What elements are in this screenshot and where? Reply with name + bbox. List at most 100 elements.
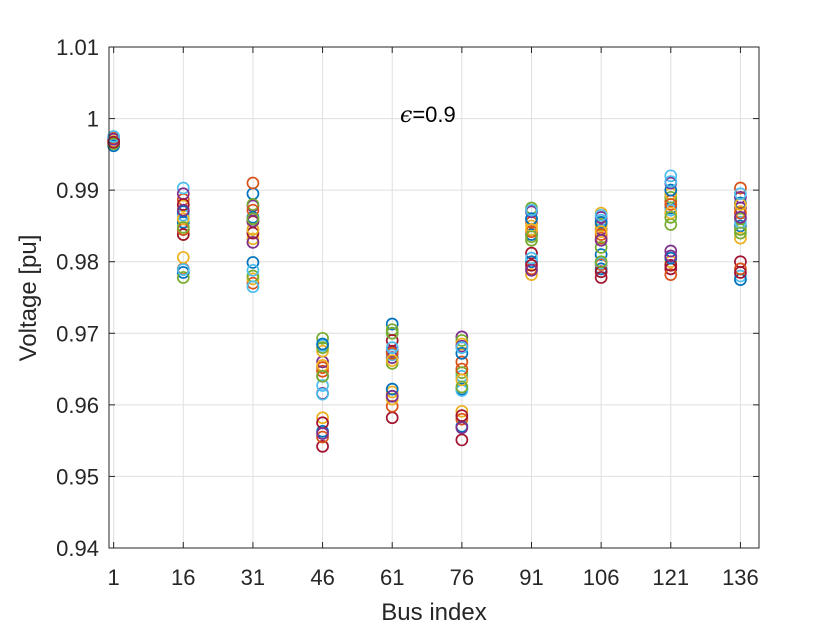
data-point <box>664 183 678 197</box>
x-tick-label: 1 <box>108 565 120 590</box>
data-point <box>176 181 190 195</box>
data-point <box>734 269 747 283</box>
y-tick-label: 0.96 <box>56 393 99 418</box>
data-point <box>734 190 747 204</box>
data-point <box>594 265 608 279</box>
data-point <box>316 364 329 378</box>
data-point <box>246 236 260 249</box>
data-point <box>316 369 329 383</box>
data-point <box>734 262 747 276</box>
data-point <box>246 212 260 226</box>
epsilon-annotation: ϵ=0.9 <box>400 102 456 128</box>
data-point <box>385 326 399 340</box>
data-point <box>664 244 678 258</box>
data-point <box>525 268 538 281</box>
axis-ticks <box>109 46 759 549</box>
data-point <box>525 223 538 236</box>
data-point <box>734 206 747 220</box>
data-point <box>316 430 329 444</box>
data-point <box>316 331 329 345</box>
x-tick-label: 16 <box>171 565 195 590</box>
data-point <box>525 203 538 217</box>
data-point <box>246 280 260 294</box>
data-point <box>176 221 190 234</box>
data-point <box>385 346 399 360</box>
data-point <box>594 233 608 247</box>
y-axis-label: Voltage [pu] <box>15 235 42 362</box>
data-point <box>316 344 329 358</box>
data-point <box>455 412 469 426</box>
data-point <box>176 228 190 241</box>
x-tick-labels: 1 16 31 46 61 76 91 106 121 136 <box>108 565 759 590</box>
x-tick-label: 46 <box>310 565 334 590</box>
data-point <box>734 181 747 195</box>
data-point <box>455 404 469 418</box>
data-point <box>455 373 469 387</box>
x-tick-label: 61 <box>380 565 404 590</box>
data-point <box>734 210 747 224</box>
data-point <box>594 241 608 254</box>
data-point <box>316 440 329 453</box>
data-point <box>594 248 608 261</box>
y-tick-labels: 0.94 0.95 0.96 0.97 0.98 0.99 1 1.01 <box>56 35 99 561</box>
data-point <box>246 232 260 246</box>
x-tick-label: 136 <box>722 565 759 590</box>
data-points <box>107 130 747 453</box>
data-point <box>734 223 747 236</box>
data-point <box>664 268 678 281</box>
y-tick-label: 1.01 <box>56 35 99 60</box>
data-point <box>316 341 329 354</box>
data-point <box>594 208 608 222</box>
data-point <box>664 169 678 183</box>
data-point <box>664 198 678 211</box>
data-point <box>594 225 608 239</box>
data-point <box>525 230 538 244</box>
grid-lines <box>109 46 759 549</box>
data-point <box>385 341 399 354</box>
data-point <box>664 175 678 188</box>
data-point <box>734 219 747 233</box>
epsilon-value: =0.9 <box>412 102 455 127</box>
data-point <box>664 210 678 224</box>
data-point <box>455 433 469 447</box>
data-point <box>246 263 260 277</box>
data-point <box>664 249 678 263</box>
data-point <box>594 271 608 284</box>
data-point <box>664 258 678 272</box>
y-tick-label: 0.97 <box>56 321 99 346</box>
data-point <box>385 334 399 347</box>
data-point <box>734 231 747 245</box>
data-point <box>664 190 678 204</box>
data-point <box>525 246 538 260</box>
y-tick-label: 0.95 <box>56 464 99 489</box>
data-point <box>176 203 190 217</box>
data-point <box>316 387 329 401</box>
x-tick-label: 106 <box>583 565 620 590</box>
data-point <box>246 226 260 240</box>
y-tick-label: 0.98 <box>56 250 99 275</box>
data-point <box>734 226 747 240</box>
data-point <box>176 271 190 284</box>
data-point <box>594 216 608 229</box>
data-point <box>316 337 329 351</box>
data-point <box>455 366 469 379</box>
data-point <box>316 427 329 440</box>
x-tick-label: 76 <box>450 565 474 590</box>
data-point <box>385 354 399 367</box>
data-point <box>664 206 678 220</box>
plot-frame <box>108 46 760 549</box>
x-axis-label: Bus index <box>381 599 486 626</box>
y-tick-label: 1 <box>87 107 99 132</box>
data-point <box>455 380 469 394</box>
data-point <box>385 399 399 413</box>
data-point <box>455 341 469 354</box>
data-point <box>455 334 469 347</box>
data-point <box>455 421 469 435</box>
data-point <box>316 379 329 392</box>
data-point <box>246 276 260 290</box>
data-point <box>316 411 329 425</box>
data-point <box>525 255 538 269</box>
x-tick-label: 121 <box>652 565 689 590</box>
